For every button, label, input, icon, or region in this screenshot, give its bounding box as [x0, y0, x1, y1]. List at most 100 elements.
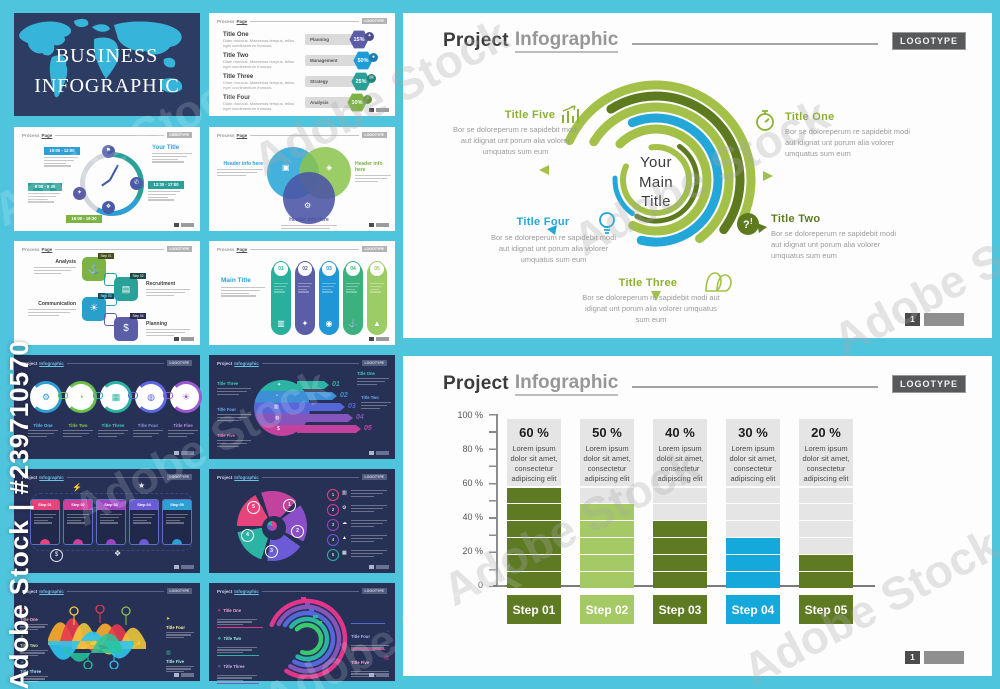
bulb-icon: ☀: [20, 660, 25, 666]
header-word2: Infographic: [234, 588, 259, 594]
side-title: Title Five: [217, 433, 236, 438]
row-desc: Diam rhoncus. Maecenas tempus, tellus eg…: [223, 80, 295, 90]
center-title-line3: Title: [641, 193, 671, 210]
item-title-two: Title Two: [771, 213, 821, 225]
connector-box: [104, 313, 117, 326]
percent-hexagon: 15%: [349, 30, 369, 49]
side-title: Title Five: [166, 659, 185, 664]
moneybag-icon: ❖: [114, 549, 122, 558]
logotype-box: LOGOTYPE: [166, 360, 192, 366]
header-word1: Project: [443, 373, 509, 394]
greek-text: [166, 514, 188, 524]
circle-title: Title Four: [137, 423, 159, 428]
plane-icon: ➤: [166, 616, 171, 622]
slide-thumbnail-five-columns: Process Page LOGOTYPE Main Title 01 02 0…: [209, 241, 395, 345]
step-tag: Step 01: [98, 253, 114, 259]
venn-label-bottom: Header info here: [289, 217, 329, 223]
chart-column-step02: 50 % Lorem ipsum dolor sit amet, consecte…: [580, 419, 634, 588]
header-rule: [261, 363, 359, 364]
option-number: 05: [369, 261, 385, 277]
thumb-header: Process Page LOGOTYPE: [217, 18, 387, 24]
row-title: Title Two: [223, 53, 249, 59]
header-word1: Process: [217, 18, 235, 24]
logotype-box: LOGOTYPE: [166, 132, 192, 138]
option-column: [295, 263, 315, 335]
step-card: Step 03: [96, 499, 126, 545]
award-icon: ★: [138, 481, 146, 490]
card-notch: [172, 539, 182, 544]
step-card-title: Step 05: [163, 500, 191, 510]
chart-column-step01: 60 % Lorem ipsum dolor sit amet, consecte…: [507, 419, 561, 588]
arc-tip-labels: [301, 597, 322, 624]
circle-title: Title Two: [68, 423, 88, 428]
header-word2: Infographic: [234, 360, 259, 366]
header-word2: Page: [41, 132, 53, 138]
greek-text: [217, 674, 257, 682]
spiral-arcs-graphic: [539, 80, 773, 301]
item-title-three: Title Three: [618, 277, 678, 289]
slide-thumbnail-zigzag-steps: Process Page LOGOTYPE ⚓ Step 01 ▤ Step 0…: [14, 241, 200, 345]
logotype-box: LOGOTYPE: [166, 246, 192, 252]
arrow-banner: [297, 381, 329, 389]
option-column: [343, 263, 363, 335]
bars-icon: ▦: [342, 550, 347, 556]
header-rule: [261, 591, 359, 592]
option-number: 03: [321, 261, 337, 277]
greek-text: [298, 283, 312, 294]
logotype-box: LOGOTYPE: [361, 246, 387, 252]
greek-text: [146, 329, 190, 336]
option-number: 04: [345, 261, 361, 277]
header-word1: Project: [22, 588, 38, 594]
letter-icon: ✉: [367, 74, 376, 83]
moneybag-icon: $: [114, 317, 138, 341]
arrow-number: 02: [340, 392, 348, 399]
logotype-box: LOGOTYPE: [891, 375, 966, 393]
step-card-title: Step 01: [31, 500, 59, 510]
slide-large-percent-chart: Project Infographic LOGOTYPE 100 % 80 % …: [403, 356, 992, 676]
item-title-five: Title Five: [504, 109, 556, 121]
percent-hexagon: 50%: [353, 51, 373, 70]
logotype-box: LOGOTYPE: [891, 32, 966, 50]
time-badge: 16:00 - 19:30: [66, 215, 102, 223]
arrow-banner: [297, 414, 353, 422]
leader-line: [217, 682, 259, 684]
leader-line: [217, 654, 259, 656]
greek-text: [168, 430, 198, 437]
step-tag: Step 02: [130, 273, 146, 279]
leaf-icon: ❖: [217, 636, 222, 642]
greek-text: [370, 283, 384, 294]
card-notch: [40, 539, 50, 544]
header-word1: Process: [22, 246, 40, 252]
header-word2: Page: [236, 18, 248, 24]
item-body-two: Bor se doloreperum re sapidebit modi aut…: [771, 229, 897, 260]
slide-thumbnail-concentric-arcs: Project Infographic LOGOTYPE ✦ Title One …: [209, 583, 395, 684]
side-title: Your Title: [152, 145, 180, 151]
side-title: Title Four: [166, 625, 185, 630]
greek-text: [351, 535, 387, 543]
y-tick-label: 80 %: [462, 444, 483, 454]
thumb-page-marker: [369, 108, 389, 112]
header-rule: [55, 135, 164, 136]
item-body-four: Bor se doloreperum re sapidebit modi aut…: [490, 233, 617, 264]
phone-icon: ✆: [130, 177, 143, 190]
greek-text: [133, 514, 155, 524]
value-label: 40 %: [665, 425, 695, 440]
center-title-line2: Main: [638, 173, 674, 191]
side-title: Title Five: [351, 660, 370, 665]
svg-text:!: !: [750, 217, 753, 226]
header-word2: Infographic: [39, 360, 64, 366]
header-rule: [250, 249, 359, 250]
briefcase-icon: ✦: [73, 187, 86, 200]
column-text: Lorem ipsum dolor sit amet, consectetur …: [510, 444, 558, 484]
legend-number: 4: [327, 534, 339, 546]
leader-line: [351, 623, 385, 624]
megaphone-icon: ✦: [365, 32, 374, 41]
row-desc: Diam rhoncus. Maecenas tempus, tellus eg…: [223, 38, 295, 48]
greek-text: [217, 646, 257, 654]
header-word1: Process: [217, 246, 235, 252]
value-label: 60 %: [519, 425, 549, 440]
step-card: Step 04: [129, 499, 159, 545]
header-word2: Page: [236, 246, 248, 252]
thumb-page-marker: [174, 565, 194, 569]
chart-icon: ▥: [166, 650, 171, 656]
